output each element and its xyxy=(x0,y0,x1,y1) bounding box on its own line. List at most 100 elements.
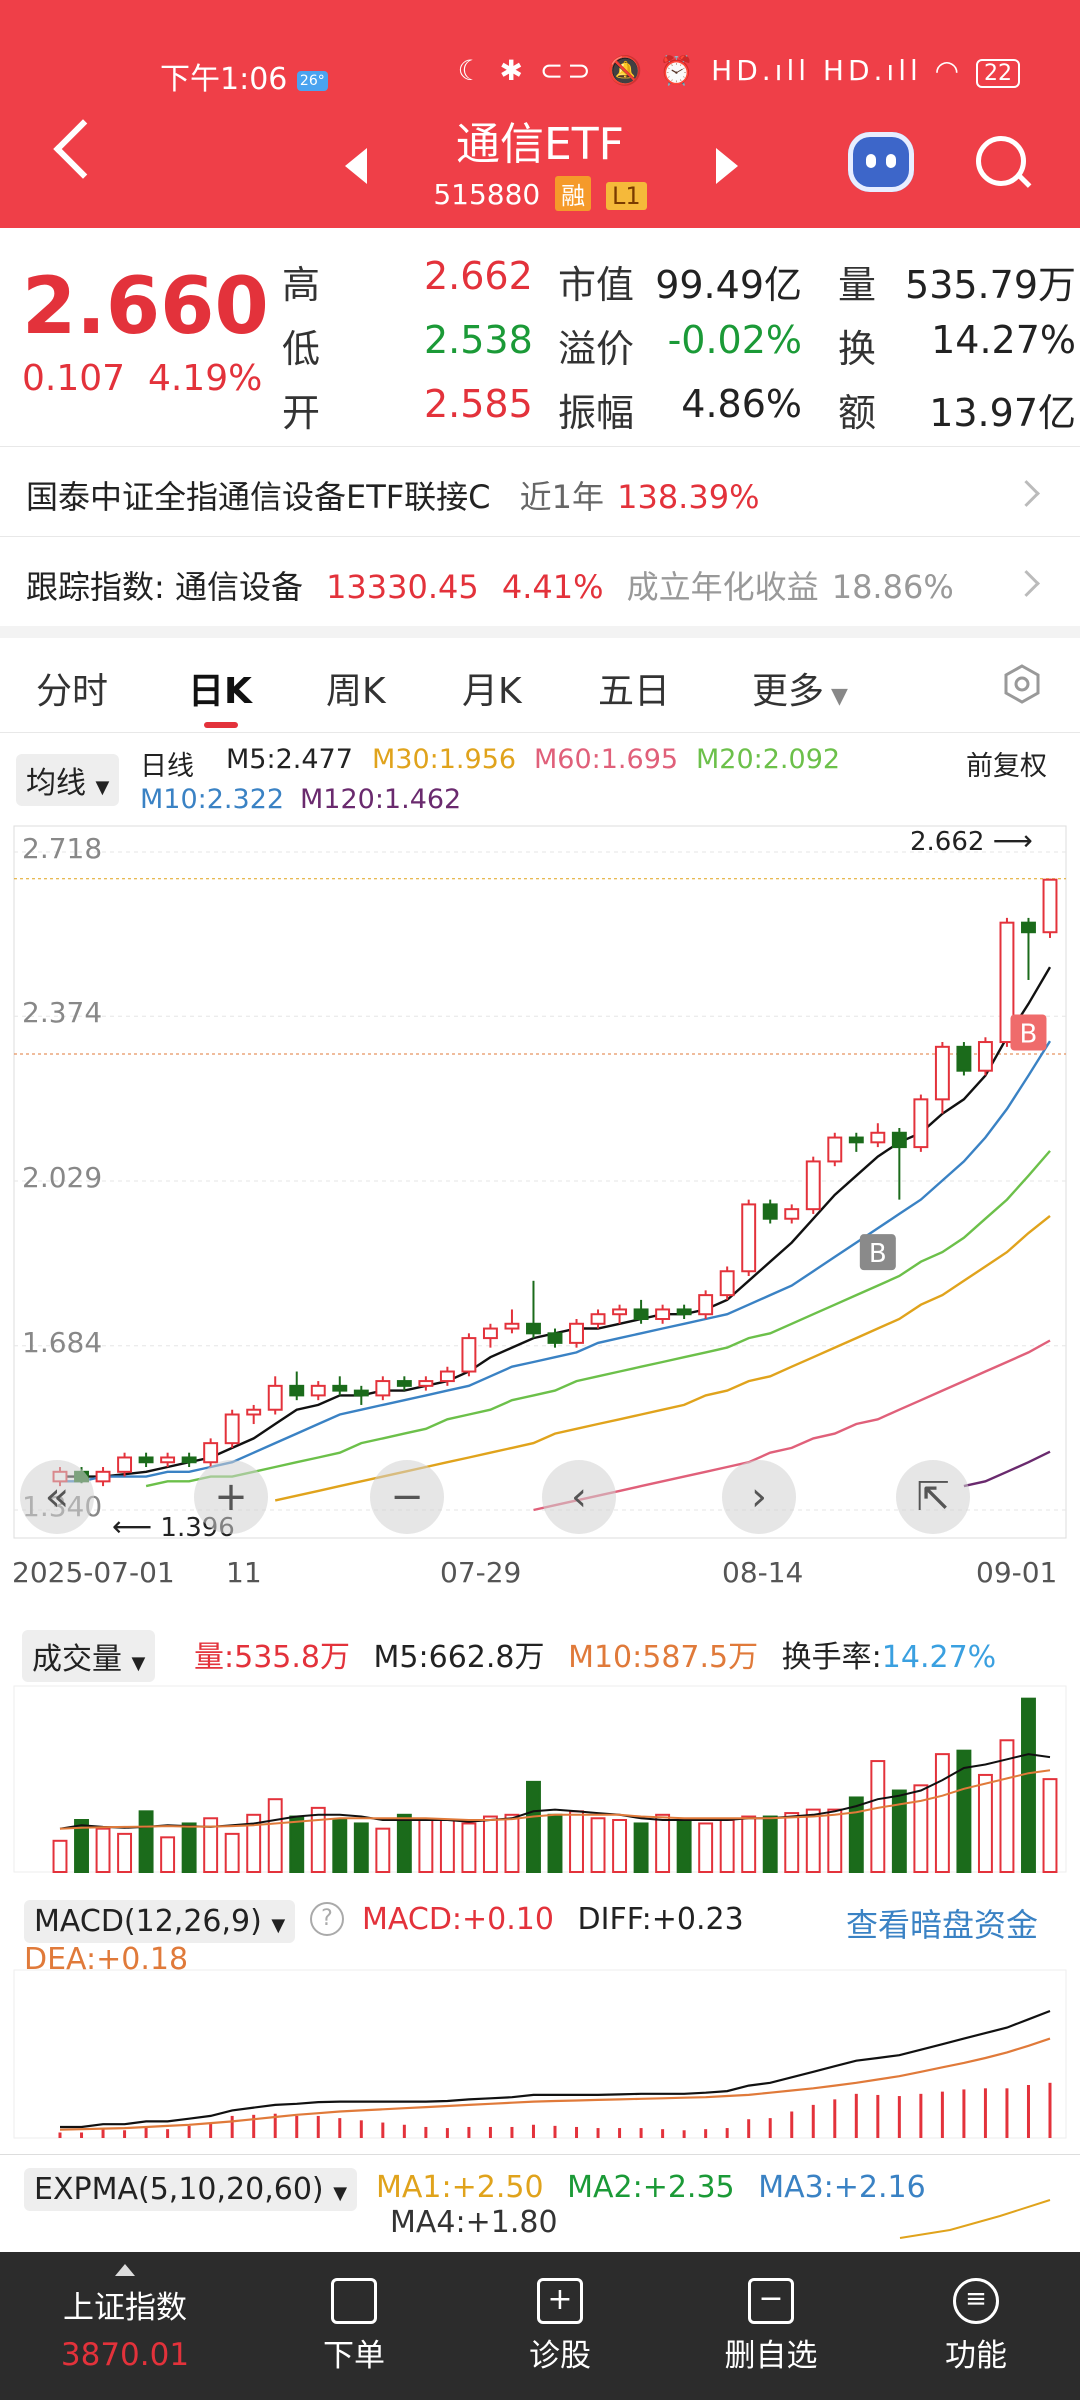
volume-bar xyxy=(375,1827,391,1874)
ma-line-M120 xyxy=(963,1450,1051,1488)
prev-stock-icon[interactable] xyxy=(345,148,367,184)
index-label: 跟踪指数: 通信设备 xyxy=(26,568,303,606)
adjust-mode[interactable]: 前复权 xyxy=(966,751,1047,782)
nav-index[interactable]: 上证指数 3870.01 xyxy=(30,2252,220,2400)
caret-down-icon: ▼ xyxy=(333,2183,348,2204)
candle-body xyxy=(547,1332,563,1344)
search-icon[interactable] xyxy=(976,136,1026,186)
volume-bar xyxy=(956,1749,972,1874)
kline-chart[interactable]: BB xyxy=(0,820,1080,2252)
help-icon[interactable]: ? xyxy=(310,1902,344,1936)
volume-bar xyxy=(332,1819,348,1873)
minus-square-icon: − xyxy=(748,2278,794,2324)
buy-signal-label: B xyxy=(1020,1019,1038,1049)
volume-bar xyxy=(504,1813,520,1873)
quote-value-1: 2.538 xyxy=(424,318,533,362)
volume-bar xyxy=(181,1822,197,1874)
tab-five-day[interactable]: 五日 xyxy=(598,671,671,712)
candle-body xyxy=(655,1308,671,1320)
volume-bar xyxy=(848,1796,864,1874)
quote-label2-1: 溢价 xyxy=(558,327,635,371)
index-value: 13330.45 xyxy=(326,568,479,606)
volume-bar xyxy=(569,1810,584,1873)
nav-functions[interactable]: ≡ 功能 xyxy=(916,2252,1036,2400)
scroll-right-button[interactable]: › xyxy=(722,1460,796,1534)
quote-label2-0: 市值 xyxy=(558,263,635,307)
volume-bar xyxy=(289,1815,305,1873)
dark-pool-link[interactable]: 查看暗盘资金 xyxy=(846,1906,1039,1944)
macd-diff-line xyxy=(60,2009,1051,2129)
y-tick-label: 2.718 xyxy=(22,832,103,865)
volume-bar xyxy=(999,1739,1015,1873)
volume-bar xyxy=(482,1815,498,1873)
candle-body xyxy=(848,1136,864,1144)
fund-link-row[interactable]: 国泰中证全指通信设备ETF联接C 近1年 138.39% xyxy=(26,472,1056,516)
nav-remove-label: 删自选 xyxy=(724,2338,818,2374)
expma-selector[interactable]: EXPMA(5,10,20,60) ▼ xyxy=(24,2168,358,2211)
tab-more[interactable]: 更多 ▼ xyxy=(752,662,848,714)
turnover-label: 换手率: xyxy=(781,1640,882,1675)
ma-selector[interactable]: 均线 ▼ xyxy=(16,754,120,806)
bottom-nav: 上证指数 3870.01 下单 + 诊股 − 删自选 ≡ 功能 xyxy=(0,2252,1080,2400)
candle-body xyxy=(95,1470,111,1483)
tab-intraday[interactable]: 分时 xyxy=(36,671,109,712)
volume-selector-label: 成交量 xyxy=(32,1642,122,1677)
volume-value: 量:535.8万 xyxy=(194,1640,350,1675)
next-stock-icon[interactable] xyxy=(716,148,738,184)
robot-assistant-icon[interactable] xyxy=(848,132,914,192)
diagnose-plus-icon: + xyxy=(537,2278,583,2324)
volume-bar xyxy=(203,1817,219,1873)
volume-selector[interactable]: 成交量 ▼ xyxy=(22,1630,156,1682)
x-tick-label: 2025-07-01 xyxy=(12,1556,175,1589)
fund-period: 近1年 xyxy=(519,478,604,516)
quote-value2-1: -0.02% xyxy=(667,318,802,362)
tab-weekly-k[interactable]: 周K xyxy=(326,671,386,712)
candle-body xyxy=(719,1270,735,1297)
clock-text: 下午1:06 xyxy=(160,62,288,97)
y-tick-label: 1.684 xyxy=(22,1325,103,1359)
fund-name: 国泰中证全指通信设备ETF联接C xyxy=(26,478,491,516)
fullscreen-button[interactable]: ⇱ xyxy=(896,1460,970,1534)
scroll-left-button[interactable]: ‹ xyxy=(542,1460,616,1534)
zoom-out-button[interactable]: − xyxy=(370,1460,444,1534)
candle-body xyxy=(612,1308,628,1316)
candle-body xyxy=(439,1370,455,1383)
nav-order[interactable]: 下单 xyxy=(294,2252,414,2400)
volume-bar xyxy=(95,1827,111,1874)
candle-body xyxy=(977,1041,993,1072)
quote-value2-2: 4.86% xyxy=(681,382,802,426)
quote-label2-2: 振幅 xyxy=(558,391,635,435)
candle-body xyxy=(590,1313,606,1325)
volume-bar xyxy=(784,1812,800,1873)
candle-body xyxy=(870,1131,886,1144)
caret-up-icon xyxy=(115,2264,135,2276)
nav-diagnose[interactable]: + 诊股 xyxy=(500,2252,620,2400)
tab-daily-k[interactable]: 日K xyxy=(188,671,252,712)
volume-m5: M5:662.8万 xyxy=(373,1640,545,1675)
volume-bar xyxy=(1042,1778,1058,1873)
price-frame xyxy=(13,825,1067,1539)
caret-down-icon: ▼ xyxy=(271,1915,286,1936)
divider xyxy=(0,732,1080,733)
zoom-in-button[interactable]: + xyxy=(194,1460,268,1534)
volume-bar xyxy=(52,1839,68,1873)
buy-signal-badge xyxy=(1010,1014,1047,1051)
candle-body xyxy=(934,1045,950,1101)
settings-hexagon-icon[interactable] xyxy=(1002,664,1040,704)
candle-body xyxy=(913,1098,929,1149)
ma-line-M20 xyxy=(145,1150,1051,1488)
quote-label-0: 高 xyxy=(282,263,321,307)
candle-body xyxy=(203,1442,219,1464)
caret-down-icon: ▼ xyxy=(131,1653,146,1674)
ma-legend-item: M60:1.695 xyxy=(534,744,679,775)
level1-badge: L1 xyxy=(606,182,647,210)
quote-value-0: 2.662 xyxy=(424,254,533,298)
volume-bar xyxy=(160,1836,176,1873)
tab-more-label: 更多 xyxy=(752,671,825,712)
zoom-out-far-button[interactable]: « xyxy=(20,1460,94,1534)
macd-selector[interactable]: MACD(12,26,9) ▼ xyxy=(24,1900,296,1943)
quote-value3-0: 535.79万 xyxy=(905,263,1076,307)
tab-monthly-k[interactable]: 月K xyxy=(462,671,522,712)
index-row[interactable]: 跟踪指数: 通信设备 13330.45 4.41% 成立年化收益 18.86% xyxy=(26,562,1056,606)
nav-remove-watchlist[interactable]: − 删自选 xyxy=(706,2252,836,2400)
